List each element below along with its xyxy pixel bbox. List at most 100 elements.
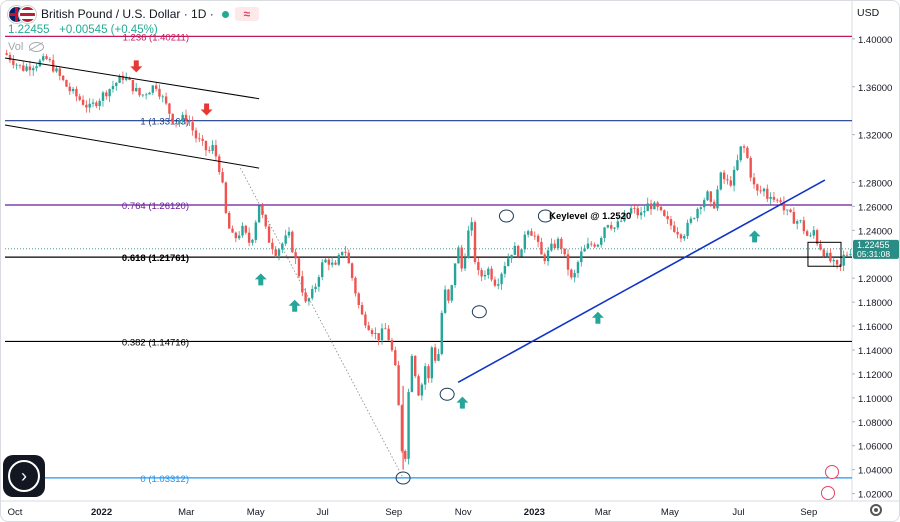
candle-body — [135, 87, 138, 92]
candle-body — [666, 216, 669, 220]
candle-body — [390, 340, 394, 351]
y-tick-label: 1.24000 — [858, 226, 892, 237]
candle-body — [526, 231, 530, 235]
candle-body — [115, 82, 118, 86]
pivot-ellipse[interactable] — [439, 387, 455, 401]
candle-body — [327, 259, 331, 265]
pivot-ellipse[interactable] — [498, 209, 514, 223]
candle-body — [387, 328, 390, 341]
candle-body — [198, 138, 201, 140]
economic-event-uk-icon[interactable] — [825, 465, 839, 479]
candle-body — [570, 269, 573, 278]
fib-level-label: 1 (1.33163) — [140, 117, 189, 128]
candle-body — [281, 243, 284, 250]
down-arrow-icon[interactable] — [130, 60, 143, 73]
x-tick-label: 2023 — [524, 507, 545, 518]
candle-body — [118, 75, 121, 83]
candle-body — [769, 196, 772, 199]
candle-body — [423, 366, 427, 385]
up-arrow-icon[interactable] — [456, 396, 469, 409]
candle-body — [493, 279, 497, 286]
candle-body — [244, 225, 248, 233]
candle-body — [417, 376, 420, 396]
candle-body — [380, 328, 384, 341]
up-arrow-icon[interactable] — [748, 230, 761, 243]
candle-body — [410, 355, 414, 392]
fib-level-label: 0 (1.03312) — [140, 474, 189, 485]
candle-body — [264, 214, 267, 227]
candle-body — [815, 230, 819, 244]
channel-line[interactable] — [4, 57, 260, 100]
candle-body — [22, 65, 25, 71]
support-trendline[interactable] — [457, 179, 826, 384]
symbol-header[interactable]: British Pound / U.S. Dollar · 1D · ≈ — [8, 5, 259, 23]
scroll-forward-button[interactable]: › — [3, 455, 45, 497]
down-arrow-icon[interactable] — [200, 103, 213, 116]
candle-body — [809, 235, 812, 237]
candle-body — [616, 221, 620, 228]
candle-body — [726, 179, 729, 181]
up-arrow-icon[interactable] — [591, 311, 604, 324]
candle-body — [696, 208, 699, 219]
candle-body — [28, 66, 32, 71]
candle-body — [676, 231, 679, 235]
candle-body — [370, 330, 374, 334]
candle-body — [55, 68, 58, 72]
pivot-ellipse[interactable] — [537, 209, 553, 223]
candle-body — [460, 247, 463, 269]
candle-body — [284, 235, 287, 244]
x-tick-label: Sep — [385, 507, 402, 518]
settings-gear-icon[interactable] — [870, 504, 882, 516]
candle-body — [805, 231, 809, 236]
candle-body — [739, 146, 742, 161]
candle-body — [125, 77, 128, 80]
candle-body — [842, 254, 845, 266]
last-price-tag[interactable] — [853, 239, 899, 259]
candle-body — [71, 88, 75, 92]
candle-body — [457, 247, 460, 264]
highlight-box[interactable] — [807, 241, 842, 267]
candle-body — [347, 252, 350, 264]
hide-eye-icon[interactable] — [29, 42, 45, 52]
channel-line[interactable] — [4, 124, 260, 169]
candle-body — [25, 66, 28, 71]
pivot-ellipse[interactable] — [395, 471, 411, 485]
candle-body — [560, 238, 563, 249]
candle-body — [430, 347, 434, 379]
keylevel-annotation: Keylevel @ 1.2520 — [549, 211, 631, 222]
up-arrow-icon[interactable] — [254, 273, 267, 286]
candle-body — [540, 241, 543, 255]
candle-body — [311, 288, 314, 299]
candle-body — [228, 212, 231, 229]
candle-body — [88, 103, 91, 108]
price-axis-panel[interactable] — [852, 1, 899, 521]
pivot-ellipse[interactable] — [471, 305, 487, 319]
axis-currency[interactable]: USD — [857, 7, 880, 19]
y-tick-label: 1.28000 — [858, 178, 892, 189]
candles[interactable] — [5, 49, 852, 465]
candle-body — [394, 350, 397, 366]
candle-body — [291, 231, 294, 253]
candle-body — [789, 209, 792, 213]
candle-body — [762, 188, 766, 192]
candle-body — [623, 213, 626, 221]
candle-body — [191, 122, 194, 131]
up-arrow-icon[interactable] — [288, 299, 301, 312]
candle-body — [277, 249, 281, 256]
candle-body — [839, 264, 842, 266]
candle-body — [5, 53, 8, 55]
y-tick-label: 1.20000 — [858, 274, 892, 285]
compare-badge-icon[interactable]: ≈ — [234, 7, 259, 21]
candle-body — [95, 102, 98, 107]
candle-body — [75, 88, 78, 97]
economic-event-us-icon[interactable] — [821, 486, 835, 500]
candle-body — [108, 89, 111, 97]
candle-body — [297, 258, 301, 277]
candle-body — [138, 87, 141, 96]
candle-body — [746, 147, 749, 158]
candle-body — [453, 263, 457, 286]
candle-body — [649, 203, 653, 210]
volume-legend[interactable]: Vol — [8, 41, 45, 53]
